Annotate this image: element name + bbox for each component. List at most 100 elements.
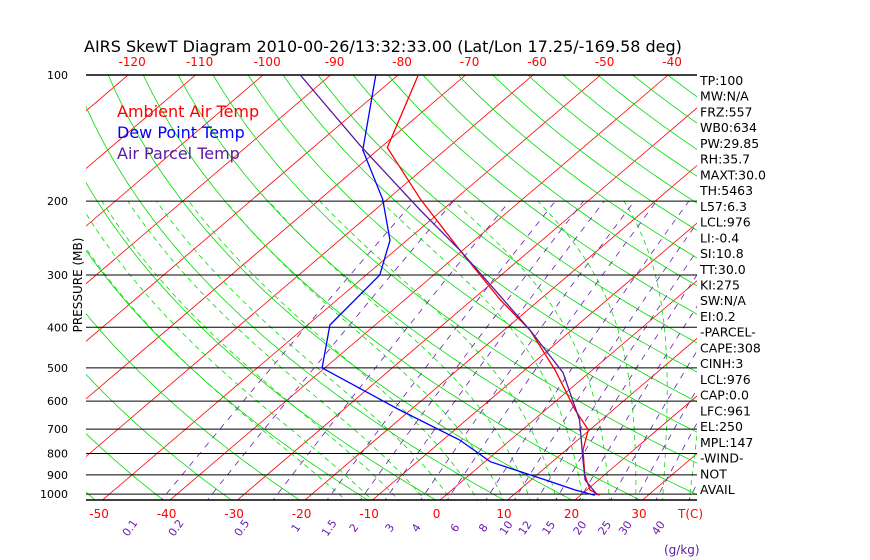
moist-adiabat-line (188, 200, 479, 500)
index-item: NOT (700, 466, 727, 481)
isotherm-line (86, 75, 466, 400)
mixing-ratio-line (555, 274, 697, 500)
index-item: -PARCEL- (700, 325, 756, 340)
dry-adiabat-line (86, 373, 233, 500)
index-item: RH:35.7 (700, 152, 750, 167)
dry-adiabat-line (282, 75, 697, 403)
isotherm-line (574, 395, 697, 500)
isotherm-line (304, 165, 697, 500)
legend-dew-point: Dew Point Temp (117, 123, 245, 142)
mixing-ratio-line (326, 200, 556, 500)
mixing-ratio-line (206, 200, 454, 500)
pressure-tick-label: 700 (47, 423, 68, 436)
mixing-ratio-tick-label: 8 (476, 521, 491, 534)
mixing-ratio-tick-label: 40 (649, 519, 668, 538)
temperature-tick-label-bottom: -50 (89, 507, 109, 521)
dry-adiabat-line (86, 313, 301, 500)
isotherm-line (86, 75, 129, 112)
mixing-ratio-tick-label: 4 (409, 521, 424, 534)
temperature-tick-label-top: -70 (460, 55, 480, 69)
index-item: MPL:147 (700, 435, 753, 450)
dry-adiabat-line (808, 75, 870, 503)
isotherm-line (86, 75, 399, 342)
moist-adiabat-line (156, 200, 452, 500)
dry-adiabat-line (422, 75, 697, 287)
mixing-ratio-tick-label: 25 (596, 519, 615, 538)
dry-adiabat-line (387, 75, 697, 315)
index-item: FRZ:557 (700, 104, 753, 119)
temperature-tick-label-top: -90 (325, 55, 345, 69)
moist-adiabat-line (319, 200, 557, 500)
mixing-ratio-line (446, 200, 657, 500)
mixing-ratio-tick-label: 0.1 (120, 517, 141, 539)
temperature-tick-label-bottom: 30 (631, 507, 646, 521)
index-item: MAXT:30.0 (700, 167, 766, 182)
index-item: PW:29.85 (700, 136, 759, 151)
moist-adiabat-line (268, 200, 531, 500)
index-item: LCL:976 (700, 215, 751, 230)
pressure-tick-label: 500 (47, 362, 68, 375)
mixing-ratio-line (578, 305, 697, 500)
mixing-ratio-tick-label: 2 (347, 521, 362, 534)
temperature-tick-label-top: -80 (392, 55, 412, 69)
isotherm-line (86, 75, 264, 227)
temperature-tick-label-top: -60 (527, 55, 547, 69)
mixing-ratio-line (513, 222, 697, 500)
temperature-tick-label-bottom: -40 (157, 507, 177, 521)
temperature-tick-label-bottom: 20 (564, 507, 579, 521)
temperature-tick-label-top: -50 (595, 55, 615, 69)
dry-adiabat-line (352, 75, 697, 344)
x-axis-label: T(C) (677, 507, 703, 521)
dry-adiabat-line (667, 75, 697, 98)
index-item: CINH:3 (700, 356, 743, 371)
moist-adiabat-line (537, 200, 637, 500)
mixing-ratio-tick-label: 10 (497, 519, 516, 538)
pressure-tick-label: 900 (47, 469, 68, 482)
isotherm-line (774, 75, 870, 503)
pressure-tick-label: 100 (47, 69, 68, 82)
index-item: EI:0.2 (700, 309, 736, 324)
isotherm-line (0, 75, 61, 503)
pressure-tick-label: 300 (47, 269, 68, 282)
dry-adiabat-line (86, 249, 369, 500)
isotherm-line (86, 75, 534, 458)
temperature-tick-label-bottom: -10 (359, 507, 379, 521)
index-item: SI:10.8 (700, 246, 744, 261)
moist-adiabat-line (86, 247, 347, 500)
moist-adiabat-line (127, 200, 426, 500)
index-item: L57:6.3 (700, 199, 747, 214)
profiles (299, 75, 600, 496)
dry-adiabat-line (247, 75, 697, 433)
mixing-ratio-line (485, 200, 690, 500)
index-item: AVAIL (700, 482, 735, 497)
mixing-ratio-line (384, 200, 605, 500)
index-item: TT:30.0 (699, 262, 746, 277)
temperature-tick-label-bottom: 0 (433, 507, 441, 521)
legend-parcel-temp: Air Parcel Temp (117, 144, 240, 163)
isotherm-line (169, 75, 669, 500)
stability-indices: TP:100MW:N/AFRZ:557WB0:634PW:29.85RH:35.… (699, 73, 766, 497)
index-item: LI:-0.4 (700, 230, 739, 245)
mixing-ratio-unit-label: (g/kg) (664, 543, 700, 557)
mixing-ratio-line (160, 200, 415, 500)
dry-adiabat-line (843, 75, 870, 503)
index-item: TP:100 (699, 73, 743, 88)
parcel-temp-line (299, 75, 599, 496)
index-item: KI:275 (700, 277, 740, 292)
isotherm-line (86, 75, 331, 285)
dry-adiabat-line (317, 75, 697, 373)
mixing-ratio-tick-label: 3 (383, 521, 398, 534)
index-item: WB0:634 (700, 120, 757, 135)
pressure-tick-label: 800 (47, 447, 68, 460)
dry-adiabat-line (177, 75, 697, 496)
mixing-ratio-tick-label: 6 (448, 521, 463, 534)
index-item: EL:250 (700, 419, 743, 434)
mixing-ratio-tick-label: 30 (616, 519, 635, 538)
moist-adiabat-line (101, 200, 400, 500)
moist-adiabat-line (225, 200, 505, 500)
pressure-tick-label: 200 (47, 195, 68, 208)
mixing-ratio-tick-label: 15 (539, 519, 558, 538)
isotherm-line (101, 75, 601, 500)
dew-point-line (321, 75, 595, 496)
